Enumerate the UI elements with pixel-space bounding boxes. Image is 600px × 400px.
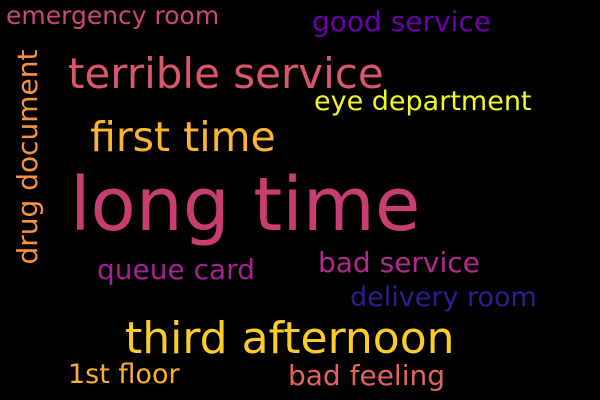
word-good-service: good service [312, 5, 492, 38]
word-terrible-service: terrible service [68, 49, 384, 98]
word-bad-feeling: bad feeling [288, 359, 445, 392]
word-1st-floor: 1st floor [68, 359, 180, 390]
word-queue-card: queue card [97, 253, 255, 286]
word-first-time: first time [90, 113, 276, 161]
word-delivery-room: delivery room [350, 282, 537, 313]
word-long-time: long time [70, 162, 421, 248]
word-bad-service: bad service [318, 246, 480, 279]
word-third-afternoon: third afternoon [125, 313, 455, 364]
word-emergency-room: emergency room [6, 1, 220, 30]
word-eye-department: eye department [314, 86, 532, 117]
word-drug-document: drug document [11, 49, 44, 265]
